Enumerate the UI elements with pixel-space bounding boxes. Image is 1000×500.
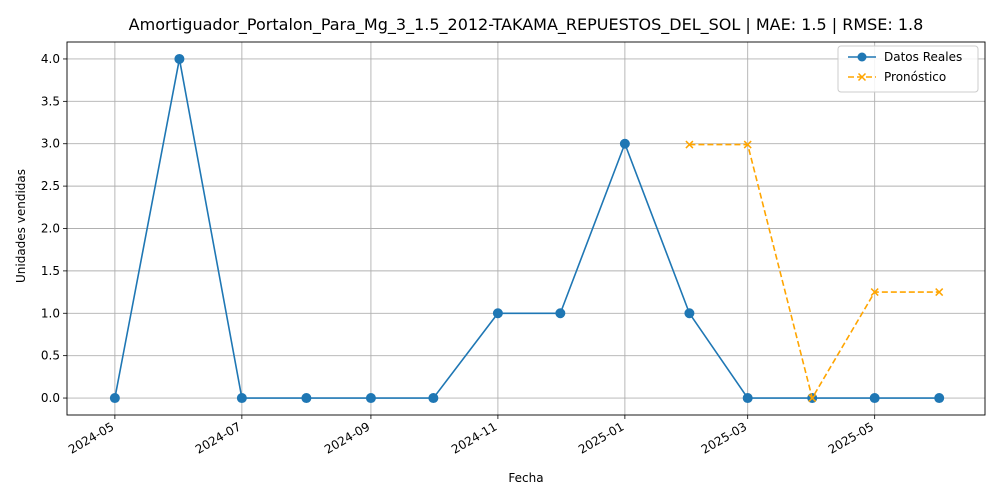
x-marker-stroke <box>685 140 694 149</box>
x-marker-stroke <box>743 140 752 149</box>
y-tick-label: 4.0 <box>41 52 60 66</box>
y-tick-label: 0.5 <box>41 349 60 363</box>
y-tick-label: 0.0 <box>41 391 60 405</box>
data-point-real <box>555 308 566 319</box>
x-marker-stroke <box>870 288 879 297</box>
data-point-real <box>619 138 630 149</box>
legend-marker <box>857 52 867 62</box>
x-marker-stroke <box>808 394 817 403</box>
data-point-forecast <box>685 140 694 149</box>
data-point-forecast <box>870 288 879 297</box>
series-line-0 <box>114 58 940 399</box>
data-point-real <box>869 393 880 404</box>
data-point-forecast <box>743 140 752 149</box>
legend-label: Pronóstico <box>884 70 946 84</box>
data-point-real <box>428 393 439 404</box>
data-point-real <box>365 393 376 404</box>
legend: Datos Reales Pronóstico <box>837 45 979 93</box>
legend-item: Datos Reales <box>848 50 962 64</box>
y-axis-label: Unidades vendidas <box>14 169 28 283</box>
data-point-forecast <box>808 394 817 403</box>
x-marker-stroke <box>935 288 944 297</box>
data-point-real <box>934 393 945 404</box>
data-point-real <box>684 308 695 319</box>
y-tick-label: 3.0 <box>41 137 60 151</box>
data-point-real <box>236 393 247 404</box>
x-axis-label: Fecha <box>508 471 543 485</box>
chart-title: Amortiguador_Portalon_Para_Mg_3_1.5_2012… <box>129 15 924 35</box>
data-point-real <box>742 393 753 404</box>
legend-label: Datos Reales <box>884 50 962 64</box>
plot-frame <box>66 41 986 416</box>
legend-item: Pronóstico <box>848 70 946 84</box>
data-point-real <box>174 53 185 64</box>
data-point-real <box>109 393 120 404</box>
data-point-real <box>301 393 312 404</box>
y-tick-label: 1.0 <box>41 306 60 320</box>
y-tick-label: 1.5 <box>41 264 60 278</box>
data-point-forecast <box>935 288 944 297</box>
y-tick-label: 2.5 <box>41 179 60 193</box>
y-tick-label: 3.5 <box>41 94 60 108</box>
data-point-real <box>492 308 503 319</box>
legend-marker <box>857 72 867 82</box>
y-tick-label: 2.0 <box>41 222 60 236</box>
series-layer <box>109 53 945 404</box>
